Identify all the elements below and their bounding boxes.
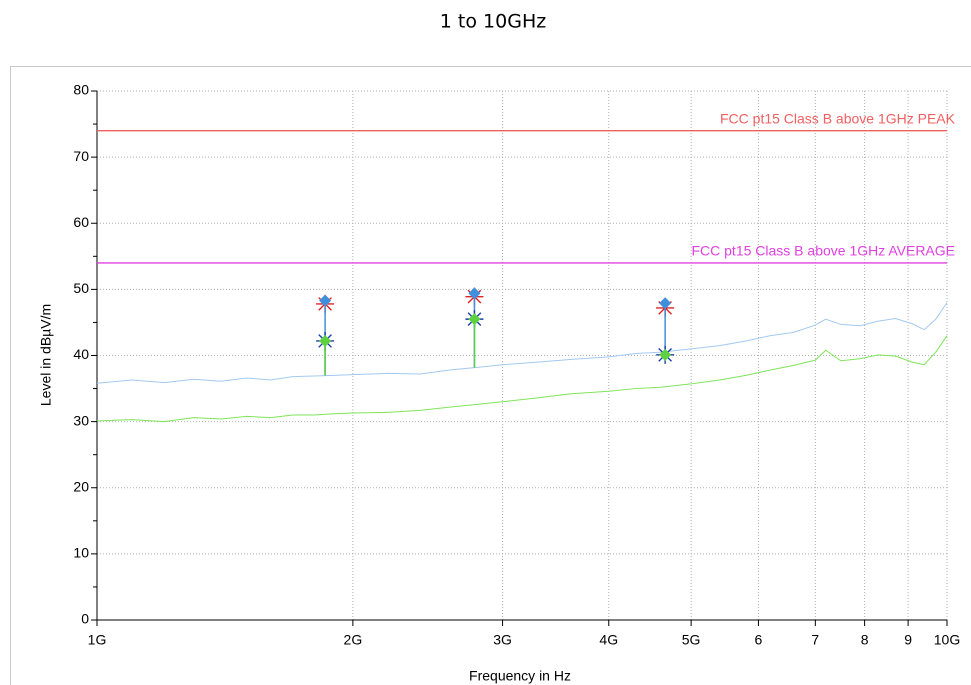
x-tick-label: 4G: [599, 632, 618, 648]
x-tick-label: 6: [755, 632, 763, 648]
y-tick-label: 0: [81, 611, 89, 627]
marker-diamond: [319, 334, 332, 347]
marker-diamond: [319, 294, 332, 307]
limit-label: FCC pt15 Class B above 1GHz PEAK: [720, 110, 956, 126]
y-tick-label: 60: [73, 214, 89, 230]
marker-diamond: [468, 313, 481, 326]
marker-diamond: [468, 287, 481, 300]
x-tick-label: 7: [811, 632, 819, 648]
marker-diamond: [659, 297, 672, 310]
y-tick-label: 10: [73, 545, 89, 561]
x-tick-label: 8: [861, 632, 869, 648]
x-tick-label: 5G: [682, 632, 701, 648]
y-axis-label: Level in dBµV/m: [38, 304, 54, 406]
chart-title: 1 to 10GHz: [440, 11, 546, 33]
trace: [96, 335, 948, 423]
y-tick-label: 20: [73, 478, 89, 494]
chart-frame: [10, 66, 971, 685]
trace: [96, 302, 948, 384]
limit-label: FCC pt15 Class B above 1GHz AVERAGE: [691, 243, 955, 259]
x-tick-label: 9: [904, 632, 912, 648]
x-tick-label: 3G: [493, 632, 512, 648]
y-tick-label: 80: [73, 82, 89, 98]
x-tick-label: 2G: [344, 632, 363, 648]
y-tick-label: 70: [73, 148, 89, 164]
y-tick-label: 30: [73, 412, 89, 428]
x-tick-label: 10G: [934, 632, 960, 648]
x-tick-label: 1G: [88, 632, 107, 648]
y-tick-label: 50: [73, 280, 89, 296]
x-axis-label: Frequency in Hz: [469, 668, 571, 684]
marker-diamond: [659, 348, 672, 361]
y-tick-label: 40: [73, 346, 89, 362]
